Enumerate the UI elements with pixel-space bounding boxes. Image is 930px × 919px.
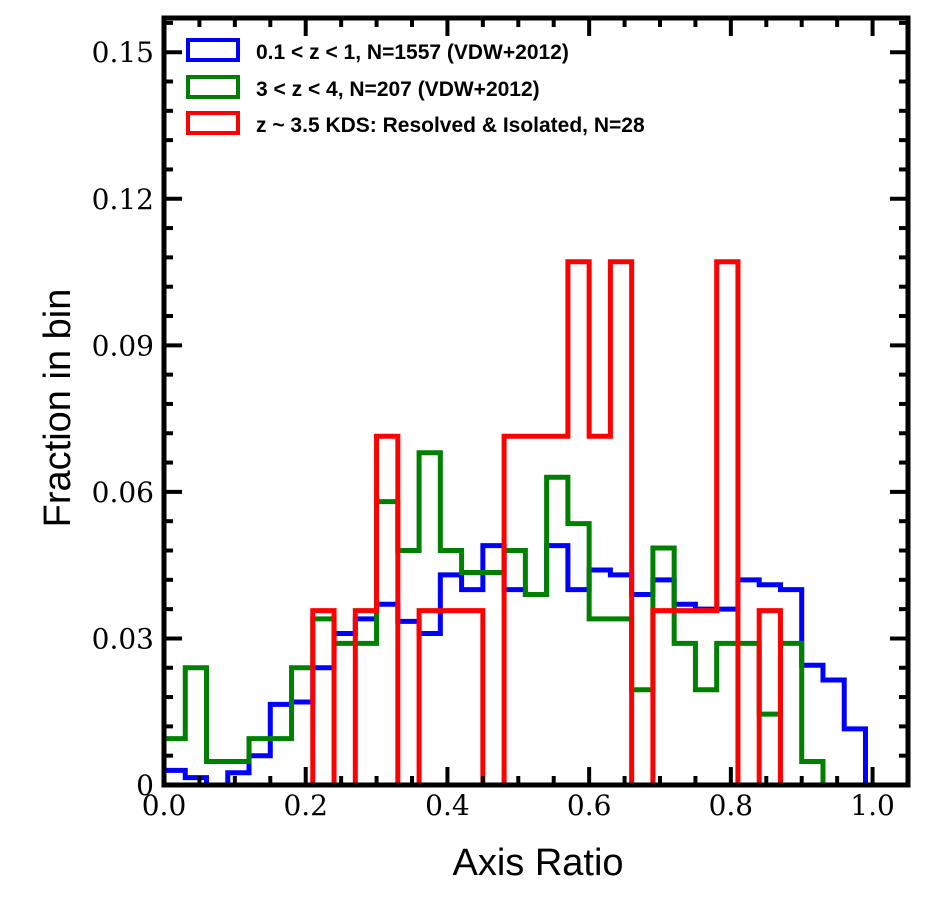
series-layer xyxy=(161,259,887,788)
legend-swatch-kds xyxy=(186,111,240,135)
legend-swatch-low-z xyxy=(186,38,240,62)
x-tick-label: 0.2 xyxy=(283,789,328,822)
tick-label-layer: 0.0 0.2 0.4 0.6 0.8 1.0 0 0.03 0.06 0.09 0.12 0.15 xyxy=(92,36,895,822)
y-tick-label: 0 xyxy=(136,769,154,802)
y-tick-label: 0.06 xyxy=(92,476,154,509)
x-tick-label: 1.0 xyxy=(850,789,895,822)
x-tick-label: 0.8 xyxy=(709,789,754,822)
y-axis-title: Fraction in bin xyxy=(37,289,79,528)
series-line-0 xyxy=(161,543,887,788)
series-line-2 xyxy=(310,259,783,788)
plot-frame xyxy=(161,15,911,788)
y-tick-label: 0.12 xyxy=(92,183,154,216)
x-axis-title: Axis Ratio xyxy=(452,842,623,884)
y-tick-label: 0.03 xyxy=(92,622,154,655)
x-tick-label: 0.4 xyxy=(425,789,470,822)
legend-label-high-z: 3 < z < 4, N=207 (VDW+2012) xyxy=(256,78,540,101)
legend-swatch-high-z xyxy=(186,75,240,99)
legend: 0.1 < z < 1, N=1557 (VDW+2012) 3 < z < 4… xyxy=(186,38,645,137)
legend-label-low-z: 0.1 < z < 1, N=1557 (VDW+2012) xyxy=(256,41,569,64)
y-tick-label: 0.15 xyxy=(92,36,154,69)
y-tick-label: 0.09 xyxy=(92,329,154,362)
x-tick-label: 0.6 xyxy=(567,789,612,822)
x-tick-label: 0.0 xyxy=(142,789,187,822)
legend-label-kds: z ~ 3.5 KDS: Resolved & Isolated, N=28 xyxy=(256,114,645,137)
